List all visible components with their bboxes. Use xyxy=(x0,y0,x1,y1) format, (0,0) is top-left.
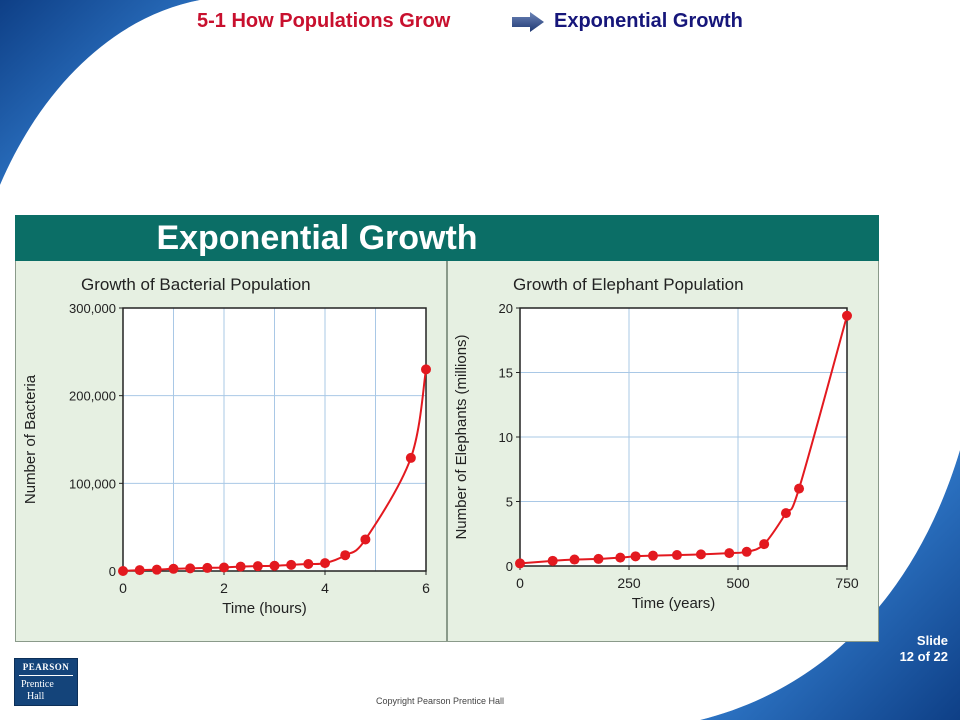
data-point xyxy=(219,562,229,573)
data-point xyxy=(759,539,770,550)
data-point xyxy=(168,563,179,574)
data-point xyxy=(780,508,791,519)
x-tick-label: 250 xyxy=(617,575,641,591)
figure-banner xyxy=(15,215,879,261)
data-point xyxy=(151,564,162,575)
data-point xyxy=(569,554,580,565)
data-point xyxy=(593,553,604,564)
y-tick-label: 0 xyxy=(506,559,513,574)
data-point xyxy=(741,546,752,557)
plot-frame xyxy=(122,307,427,572)
data-point xyxy=(286,559,297,570)
data-point xyxy=(134,565,145,576)
data-point xyxy=(118,566,128,576)
data-point xyxy=(842,310,852,321)
data-point xyxy=(794,483,805,494)
y-axis-label: Number of Bacteria xyxy=(22,374,39,504)
x-axis-label: Time (years) xyxy=(632,595,716,612)
y-tick-label: 20 xyxy=(499,301,513,316)
topic-title: Exponential Growth xyxy=(554,10,743,32)
data-point xyxy=(615,552,626,563)
y-axis-label: Number of Elephants (millions) xyxy=(453,334,470,539)
banner-title: Exponential Growth xyxy=(156,219,478,257)
x-axis-label: Time (hours) xyxy=(222,600,306,617)
data-point xyxy=(630,551,641,562)
y-tick-label: 200,000 xyxy=(69,389,116,404)
x-tick-label: 0 xyxy=(516,575,524,591)
slide-count: 12 of 22 xyxy=(899,649,948,664)
x-tick-label: 500 xyxy=(726,575,750,591)
data-point xyxy=(515,558,525,569)
data-point xyxy=(185,563,196,574)
right-arrow-icon xyxy=(512,12,544,32)
data-point xyxy=(235,561,246,572)
x-tick-label: 0 xyxy=(119,580,127,596)
data-point xyxy=(671,550,682,561)
data-point xyxy=(695,549,706,560)
y-tick-label: 0 xyxy=(109,564,116,579)
pearson-prentice-hall-logo: PEARSON Prentice Hall xyxy=(14,658,78,706)
bacteria-chart: Growth of Bacterial Population 0 2 4 6 0 100,0… xyxy=(22,275,431,617)
top-left-swoosh xyxy=(0,0,200,185)
y-tick-label: 100,000 xyxy=(69,476,116,491)
elephant-chart: Growth of Elephant Population 0 250 500 750 0… xyxy=(453,275,859,612)
bottom-right-swoosh xyxy=(700,450,960,720)
data-point xyxy=(421,364,431,375)
data-point xyxy=(547,555,558,566)
slide-number: Slide 12 of 22 xyxy=(900,633,948,665)
y-tick-label: 10 xyxy=(499,430,513,445)
x-tick-label: 2 xyxy=(220,580,228,596)
data-point xyxy=(647,550,658,561)
y-tick-label: 300,000 xyxy=(69,301,116,316)
data-point xyxy=(269,560,280,571)
panel-divider xyxy=(446,261,448,641)
data-point xyxy=(303,558,314,569)
slide-label: Slide xyxy=(916,633,948,648)
chart-title: Growth of Bacterial Population xyxy=(81,275,311,294)
x-tick-label: 4 xyxy=(321,580,329,596)
data-point xyxy=(724,548,735,559)
y-tick-label: 15 xyxy=(499,366,513,381)
data-point xyxy=(360,534,371,545)
data-point xyxy=(252,561,263,572)
y-tick-label: 5 xyxy=(506,495,513,510)
data-point xyxy=(340,550,351,561)
section-title: 5-1 How Populations Grow xyxy=(197,10,451,32)
data-point xyxy=(320,558,330,569)
x-tick-label: 750 xyxy=(835,575,859,591)
data-point xyxy=(405,452,416,463)
slide-header: 5-1 How Populations Grow Exponential Gro… xyxy=(0,6,960,36)
data-point xyxy=(202,562,213,573)
chart-title: Growth of Elephant Population xyxy=(513,275,744,294)
copyright-text: Copyright Pearson Prentice Hall xyxy=(376,696,505,706)
x-tick-label: 6 xyxy=(422,580,430,596)
